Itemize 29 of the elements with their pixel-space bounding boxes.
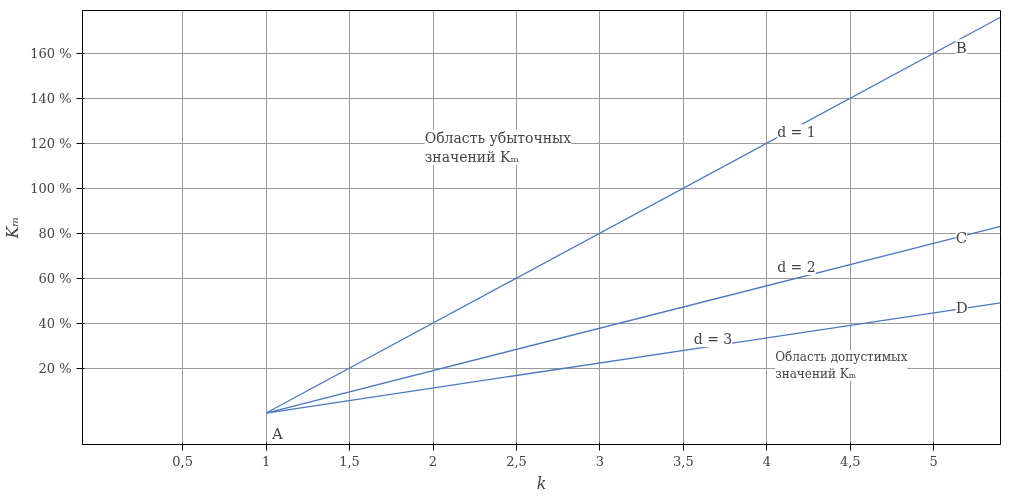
y-tick-label: 40 %: [38, 315, 72, 331]
annotation: C: [955, 229, 968, 248]
annotation: A: [271, 425, 284, 444]
annotation: d = 3: [693, 331, 733, 348]
y-tick-label: 100 %: [30, 180, 72, 196]
y-tick-label: 80 %: [38, 225, 72, 241]
x-tick-label: 3: [595, 453, 605, 469]
annotation: Область допустимых значений Kₘ: [775, 350, 908, 381]
x-axis-title: k: [536, 473, 547, 493]
annotation: d = 1: [777, 124, 816, 141]
x-tick-label: 1: [261, 453, 271, 469]
x-tick-label: 4,5: [839, 453, 861, 469]
x-tick-label: 2,5: [506, 453, 527, 469]
annotation: D: [955, 298, 968, 317]
x-tick-label: 5: [929, 453, 938, 469]
y-tick-label: 160 %: [30, 45, 72, 61]
x-tick-label: 2: [428, 453, 438, 469]
y-tick-label: 60 %: [38, 270, 72, 286]
annotation: Область убыточных значений Kₘ: [424, 129, 572, 165]
x-tick-label: 3,5: [673, 453, 694, 469]
annotation: d = 2: [777, 259, 816, 276]
y-tick-label: 140 %: [30, 90, 72, 106]
x-tick-label: 1,5: [339, 453, 360, 469]
x-tick-label: 4: [762, 453, 771, 469]
y-tick-label: 120 %: [30, 135, 72, 151]
y-tick-label: 20 %: [38, 360, 72, 376]
annotation: B: [955, 39, 967, 58]
x-tick-label: 0,5: [172, 453, 193, 469]
y-axis-title: Kₘ: [3, 216, 23, 240]
